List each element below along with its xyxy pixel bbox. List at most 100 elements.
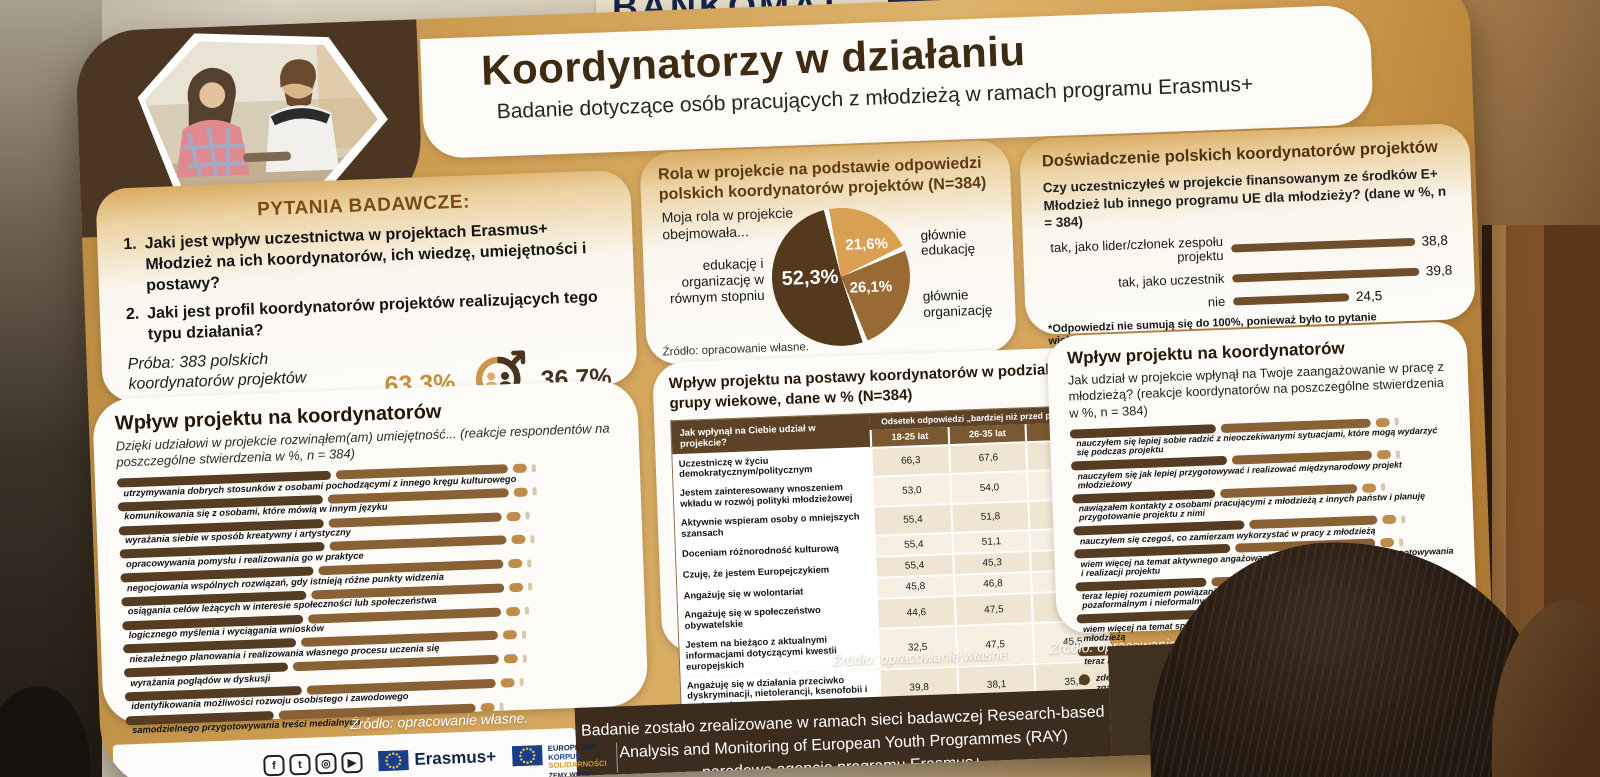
segment-strongly-disagree: [521, 630, 526, 639]
age-column-header: 26-35 lat: [947, 424, 1026, 444]
segment-disagree: [1382, 514, 1397, 525]
bar: [1233, 293, 1350, 306]
segment-strongly-disagree: [524, 606, 529, 615]
bar-label: tak, jako lider/członek zespołu projektu: [1050, 233, 1224, 265]
segment-disagree: [508, 582, 524, 593]
ray-credit-strip: Badanie zostało zrealizowane w ramach si…: [574, 688, 1112, 777]
segment-strongly-disagree: [522, 654, 527, 663]
social-icon: ▶: [341, 751, 363, 774]
pie-percent: 26,1%: [849, 277, 893, 297]
experience-bars: tak, jako lider/członek zespołu projektu…: [1045, 226, 1453, 315]
segment-disagree: [506, 511, 521, 521]
segment-strongly-disagree: [530, 535, 535, 544]
question-number: 2.: [125, 306, 140, 324]
question-item: 1. Jaki jest wpływ uczestnictwa w projek…: [123, 217, 608, 297]
cell-value: 54,0: [949, 472, 1028, 503]
segment-disagree: [505, 606, 521, 616]
social-icon: f: [263, 754, 285, 777]
bar-track: 39,8: [1232, 263, 1452, 286]
role-pie-panel: Rola w projekcie na podstawie odpowiedzi…: [639, 139, 1017, 366]
bar-row: tak, jako lider/członek zespołu projektu…: [1045, 226, 1452, 269]
questions-list: 1. Jaki jest wpływ uczestnictwa w projek…: [123, 217, 610, 347]
cell-value: 47,5: [953, 594, 1033, 626]
pie-zone: edukację i organizację w równym stopniu …: [656, 202, 1007, 353]
segment-strongly-disagree: [1398, 538, 1404, 547]
eks-line: SOLIDARNOŚCI: [548, 759, 607, 771]
pie-title: Rola w projekcie na podstawie odpowiedzi…: [657, 154, 987, 204]
erasmus-wordmark: Erasmus+: [414, 746, 497, 769]
pie-percent: 21,6%: [845, 235, 889, 254]
pie-slice-label: głównie edukację: [920, 226, 976, 259]
table-title: Wpływ projektu na postawy koordynatorów …: [668, 360, 1080, 412]
bar: [1231, 237, 1415, 253]
segment-disagree: [500, 677, 515, 688]
cell-value: 55,4: [874, 555, 953, 578]
research-questions-panel: PYTANIA BADAWCZE: 1. Jaki jest wpływ ucz…: [95, 169, 638, 434]
eks-tagline: ŻEMY WIĘCEJ: [548, 771, 596, 777]
segment-strongly-disagree: [1381, 483, 1386, 492]
cell-value: 44,6: [876, 597, 955, 628]
research-poster: Koordynatorzy w działaniu Badanie dotycz…: [74, 0, 1497, 777]
cell-value: 45,8: [875, 576, 954, 599]
legend-dot: [1078, 674, 1091, 686]
segment-disagree: [508, 558, 523, 569]
pie-slice-label: edukację i organizację w równym stopniu: [669, 255, 765, 307]
bar-label: tak, jako uczestnik: [1117, 270, 1225, 290]
skills-bars: utrzymywania dobrych stosunków z osobami…: [116, 460, 627, 739]
bar-track: 38,8: [1231, 233, 1451, 256]
bar-value: 24,5: [1355, 288, 1383, 305]
question-number: 1.: [123, 235, 137, 254]
segment-strongly-disagree: [532, 487, 537, 496]
bar: [1232, 267, 1420, 283]
pie-slice-label: głównie organizację: [922, 287, 993, 320]
cell-value: 51,1: [951, 531, 1030, 554]
segment-disagree: [503, 654, 518, 664]
segment-strongly-disagree: [1401, 514, 1406, 524]
segment-disagree: [1375, 417, 1390, 428]
bar-value: 38,8: [1421, 233, 1449, 250]
cell-value: 66,3: [870, 445, 950, 477]
cell-value: 53,0: [871, 475, 951, 506]
solidarity-corps-logo: EUROPEJSKI KORPUS SOLIDARNOŚCI ŻEMY WIĘC…: [511, 742, 618, 777]
question-item: 2. Jaki jest profil koordynatorów projek…: [126, 288, 610, 347]
social-icon: t: [289, 753, 311, 776]
skills-impact-panel: Wpływ projektu na koordynatorów Dzięki u…: [91, 379, 649, 766]
segment-disagree: [502, 630, 517, 640]
segment-strongly-disagree: [531, 463, 537, 472]
experience-panel: Doświadczenie polskich koordynatorów pro…: [1019, 122, 1476, 353]
segment-strongly-disagree: [519, 678, 524, 687]
segment-strongly-disagree: [527, 582, 533, 591]
cell-value: 46,8: [952, 573, 1032, 596]
engagement-question: Jak udział w projekcie wpłynął na Twoje …: [1067, 358, 1445, 421]
question-text: Jaki jest wpływ uczestnictwa w projektac…: [144, 220, 587, 294]
cell-value: 67,6: [948, 442, 1027, 474]
bar-label: nie: [1207, 293, 1226, 310]
social-icon: ◎: [315, 752, 337, 775]
erasmus-logo: Erasmus+: [378, 746, 497, 772]
pie-chart: 21,6% 26,1% 52,3%: [769, 205, 913, 349]
segment-disagree: [513, 487, 528, 497]
segment-disagree: [1362, 482, 1377, 493]
segment-disagree: [511, 534, 526, 545]
eu-flag-icon: [378, 750, 409, 772]
cell-value: 55,4: [873, 534, 953, 557]
cell-value: 51,8: [950, 502, 1029, 533]
segment-strongly-disagree: [525, 511, 530, 520]
social-icons: f t ◎ ▶: [263, 751, 363, 777]
age-column-header: 18-25 lat: [869, 427, 949, 447]
experience-question: Czy uczestniczyłeś w projekcie finansowa…: [1042, 165, 1447, 231]
pie-percent: 52,3%: [781, 265, 839, 291]
cell-value: 45,3: [952, 552, 1031, 575]
pie-right-labels: głównie edukację głównie organizację: [916, 225, 1005, 320]
bar-value: 39,8: [1425, 262, 1453, 279]
solidarity-corps-text: EUROPEJSKI KORPUS SOLIDARNOŚCI ŻEMY WIĘC…: [548, 742, 608, 777]
eu-flag-icon: [511, 745, 543, 767]
logos-strip: f t ◎ ▶ Erasmus+: [112, 727, 618, 777]
segment-strongly-disagree: [527, 558, 532, 568]
segment-disagree: [512, 463, 528, 474]
cell-value: 55,4: [872, 504, 952, 536]
bar-track: 24,5: [1233, 286, 1453, 309]
question-text: Jaki jest profil koordynatorów projektów…: [146, 289, 599, 344]
segment-strongly-disagree: [1395, 450, 1401, 459]
